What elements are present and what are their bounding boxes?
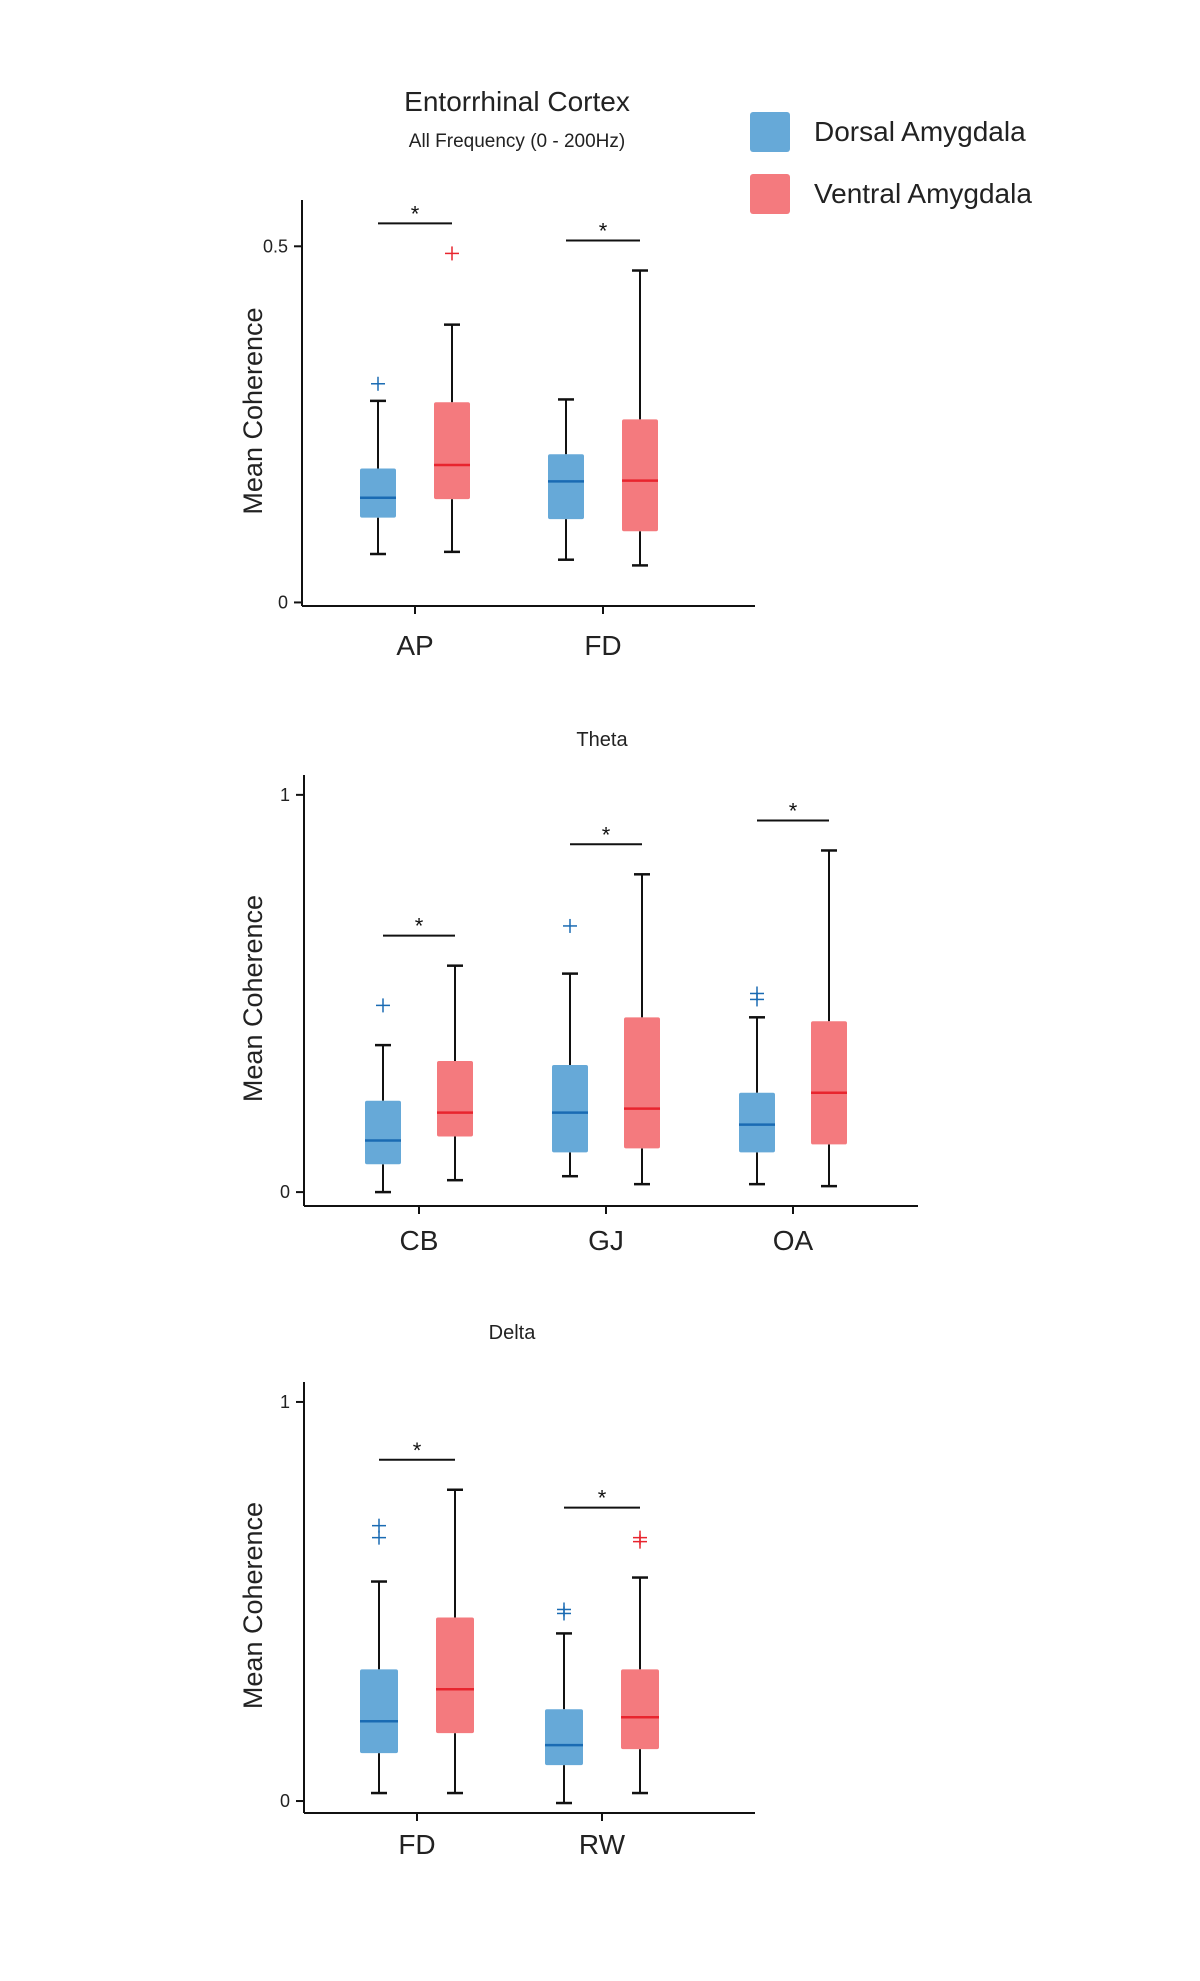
- box-ventral-cb: [437, 964, 473, 1182]
- outlier-marker: [445, 246, 459, 261]
- x-tick-label-rw: RW: [579, 1829, 626, 1860]
- y-tick-label: 0.5: [263, 236, 288, 256]
- box-iqr: [437, 1061, 473, 1137]
- significance-star: *: [599, 219, 608, 244]
- box-iqr: [552, 1064, 588, 1153]
- legend-item-dorsal: Dorsal Amygdala: [750, 112, 1032, 152]
- box-ventral-rw: [621, 1530, 659, 1795]
- x-tick-label-fd: FD: [398, 1829, 435, 1860]
- x-tick-label-oa: OA: [773, 1225, 814, 1256]
- chart-title: Theta: [576, 729, 628, 751]
- box-iqr: [436, 1617, 474, 1734]
- legend-swatch-ventral: [750, 174, 790, 214]
- chart-panel-3: Delta 0 1 Mean Coherence FD RW * *: [238, 1322, 755, 1860]
- chart-panel-1: Entorrhinal Cortex All Frequency (0 - 200…: [238, 86, 755, 661]
- box-dorsal-fd: [548, 398, 584, 561]
- y-tick-label: 0: [278, 592, 288, 612]
- box-ventral-oa: [811, 849, 847, 1188]
- outlier-marker: [633, 1530, 647, 1545]
- significance-star: *: [415, 914, 424, 939]
- x-tick-label-fd: FD: [584, 630, 621, 661]
- outlier-marker: [750, 986, 764, 1001]
- outlier-marker: [376, 998, 390, 1013]
- chart-title: Delta: [489, 1322, 537, 1344]
- box-iqr: [365, 1100, 401, 1165]
- chart-panel-2: Theta 0 1 Mean Coherence CB GJ OA * * *: [238, 729, 918, 1256]
- x-tick-label-cb: CB: [400, 1225, 439, 1256]
- box-ventral-gj: [624, 873, 660, 1186]
- box-dorsal-cb: [365, 998, 401, 1194]
- legend-label-dorsal: Dorsal Amygdala: [814, 116, 1026, 147]
- box-iqr: [360, 1669, 398, 1754]
- box-iqr: [360, 468, 396, 518]
- legend-item-ventral: Ventral Amygdala: [750, 174, 1032, 214]
- y-axis-label: Mean Coherence: [238, 895, 268, 1102]
- box-iqr: [739, 1092, 775, 1153]
- legend: Dorsal Amygdala Ventral Amygdala: [750, 112, 1032, 236]
- significance-star: *: [789, 798, 798, 823]
- y-tick-label: 0: [280, 1791, 290, 1811]
- significance-star: *: [602, 822, 611, 847]
- significance-star: *: [598, 1486, 607, 1511]
- box-dorsal-ap: [360, 376, 396, 556]
- box-iqr: [545, 1709, 583, 1766]
- x-tick-label-gj: GJ: [588, 1225, 624, 1256]
- box-ventral-fd: [436, 1488, 474, 1795]
- y-axis-label: Mean Coherence: [238, 1502, 268, 1709]
- box-dorsal-rw: [545, 1602, 583, 1805]
- y-tick-label: 0: [280, 1182, 290, 1202]
- box-iqr: [622, 419, 658, 532]
- box-ventral-fd: [622, 269, 658, 567]
- significance-star: *: [413, 1438, 422, 1463]
- outlier-marker: [372, 1530, 386, 1545]
- chart-title: Entorrhinal Cortex: [404, 86, 630, 117]
- outlier-marker: [563, 918, 577, 933]
- x-tick-label-ap: AP: [396, 630, 433, 661]
- chart-subtitle: All Frequency (0 - 200Hz): [409, 131, 625, 152]
- box-dorsal-fd: [360, 1518, 398, 1795]
- legend-swatch-dorsal: [750, 112, 790, 152]
- outlier-marker: [372, 1518, 386, 1533]
- box-iqr: [811, 1021, 847, 1145]
- significance-star: *: [411, 201, 420, 226]
- box-dorsal-oa: [739, 986, 775, 1186]
- box-iqr: [624, 1017, 660, 1149]
- legend-label-ventral: Ventral Amygdala: [814, 178, 1032, 209]
- y-tick-label: 1: [280, 785, 290, 805]
- box-ventral-ap: [434, 246, 470, 554]
- y-axis-label: Mean Coherence: [238, 307, 268, 514]
- box-iqr: [548, 454, 584, 520]
- box-dorsal-gj: [552, 918, 588, 1178]
- y-tick-label: 1: [280, 1392, 290, 1412]
- box-iqr: [621, 1669, 659, 1750]
- outlier-marker: [557, 1602, 571, 1617]
- outlier-marker: [371, 376, 385, 391]
- box-iqr: [434, 402, 470, 500]
